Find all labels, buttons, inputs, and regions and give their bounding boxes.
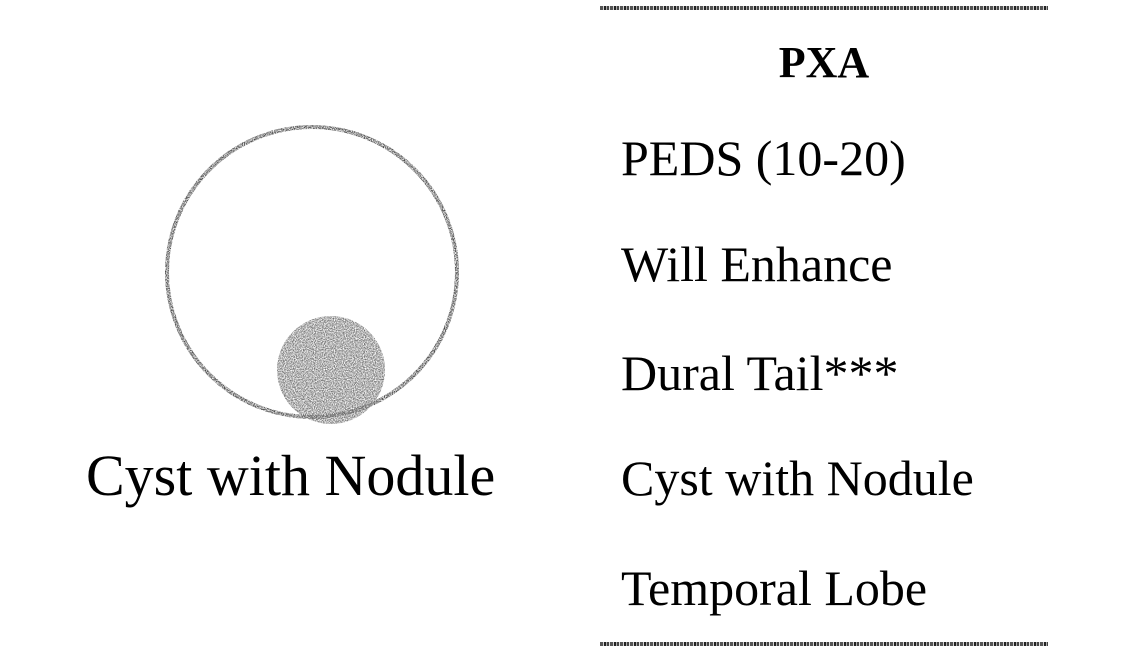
bottom-rule	[600, 642, 1048, 646]
top-rule	[600, 6, 1048, 10]
feature-item-age: PEDS (10-20)	[621, 130, 906, 186]
feature-item-dural-tail: Dural Tail***	[621, 345, 899, 401]
feature-item-cyst: Cyst with Nodule	[621, 450, 974, 506]
feature-item-location: Temporal Lobe	[621, 560, 928, 616]
nodule	[277, 316, 385, 424]
diagram-caption: Cyst with Nodule	[86, 443, 496, 508]
panel-title: PXA	[778, 38, 870, 87]
feature-item-enhancement: Will Enhance	[621, 236, 893, 292]
cyst-with-nodule-diagram	[165, 125, 459, 424]
